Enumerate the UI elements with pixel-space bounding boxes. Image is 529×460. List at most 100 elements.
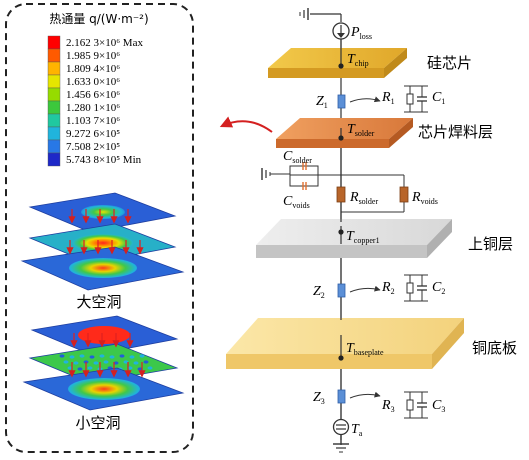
node-tsolder [338, 135, 344, 141]
large-void-stack [20, 192, 185, 291]
void-dot [133, 361, 139, 365]
legend-value: 9.272 6×10⁵ [66, 128, 120, 140]
ambient-source: Ta [332, 418, 363, 453]
legend-value: 1.103 7×10⁶ [66, 115, 120, 127]
legend-swatch [47, 61, 61, 76]
rsolder-resistor [336, 186, 346, 203]
z3-label: Z3 [313, 390, 325, 406]
z1-block: Z1 R1 C1 [316, 85, 445, 113]
void-dot [99, 354, 105, 358]
copper-layer [256, 219, 452, 258]
tchip-label: Tchip [347, 52, 369, 68]
small-bottom-hotspot [68, 378, 140, 400]
baseplate-layer-label: 铜底板 [472, 339, 517, 357]
void-dot [113, 361, 119, 365]
z2-label: Z2 [313, 284, 325, 300]
node-tchip [338, 63, 344, 69]
curved-arrow-to-results [219, 116, 273, 133]
r1-label: R1 [381, 90, 395, 106]
void-dot [73, 361, 79, 365]
large-top-hotspot [81, 205, 125, 219]
baseplate-layer [226, 318, 464, 369]
legend-value: 7.508 2×10⁵ [66, 141, 120, 153]
chip-layer-label: 硅芯片 [427, 54, 472, 72]
ambient-source-icon [332, 418, 350, 436]
chip-layer [268, 48, 407, 78]
node-tbase [338, 355, 344, 361]
legend-swatch [47, 139, 61, 154]
solder-network: Csolder Cvoids Rsolder Rvoids [261, 148, 438, 222]
large-mid-hotspot [73, 234, 133, 252]
void-dot [139, 354, 145, 358]
legend-swatch [47, 87, 61, 102]
large-void-label: 大空洞 [76, 293, 121, 311]
legend-title: 热通量 q/(W·m⁻²) [49, 12, 148, 26]
legend-value: 1.280 1×10⁶ [66, 102, 120, 114]
small-top-hotspot [78, 326, 130, 344]
legend-value: 1.985 9×10⁶ [66, 50, 120, 62]
solder-layer [276, 118, 413, 148]
copper-layer-label: 上铜层 [468, 235, 513, 253]
small-void-dots [59, 354, 153, 371]
void-dot [103, 360, 109, 364]
void-dot [129, 355, 135, 359]
z1-label: Z1 [316, 94, 328, 110]
r3-label: R3 [381, 398, 395, 414]
void-dot [147, 366, 153, 370]
legend-swatch [47, 152, 61, 167]
legend-swatch [47, 74, 61, 89]
cvoids-label: Cvoids [283, 194, 310, 210]
legend-value: 1.456 6×10⁶ [66, 89, 120, 101]
void-dot [119, 354, 125, 358]
void-dot [143, 360, 149, 364]
void-dot [109, 355, 115, 359]
ploss-label: Ploss [350, 25, 372, 41]
r2-resistor [406, 282, 414, 294]
void-dot [89, 355, 95, 359]
small-void-stack [22, 315, 185, 411]
node-tcopper [338, 229, 344, 235]
void-dot [79, 354, 85, 358]
void-dot [127, 366, 133, 370]
legend-value: 1.809 4×10⁶ [66, 63, 120, 75]
legend-swatch [47, 48, 61, 63]
c1-label: C1 [432, 90, 445, 106]
void-dot [69, 355, 75, 359]
void-dot [87, 366, 93, 370]
void-dot [137, 367, 143, 371]
c2-label: C2 [432, 280, 445, 296]
void-dot [123, 360, 129, 364]
rsolder-label: Rsolder [349, 190, 378, 206]
tbase-label: Tbaseplate [346, 341, 384, 357]
solder-layer-label: 芯片焊料层 [418, 123, 493, 141]
tcopper-label: Tcopper1 [346, 229, 380, 245]
tsolder-label: Tsolder [347, 122, 375, 138]
power-source [299, 8, 350, 40]
rvoids-resistor [399, 186, 409, 203]
z2-block: Z2 R2 C2 [313, 258, 445, 320]
legend-value: 5.743 8×10⁵ Min [66, 154, 142, 166]
legend-value: 1.633 0×10⁶ [66, 76, 120, 88]
legend-swatch [47, 126, 61, 141]
c3-label: C3 [432, 398, 445, 414]
result-panel-border [5, 3, 194, 453]
r3-resistor [406, 399, 414, 411]
csolder-label: Csolder [283, 149, 312, 165]
void-dot [77, 367, 83, 371]
legend-swatch [47, 113, 61, 128]
void-dot [93, 361, 99, 365]
legend-value: 2.162 3×10⁶ Max [66, 37, 143, 49]
r2-label: R2 [381, 280, 395, 296]
r1-resistor [406, 93, 414, 105]
legend-swatch [47, 100, 61, 115]
void-dot [59, 354, 65, 358]
large-bottom-hotspot [69, 258, 137, 278]
legend-swatch [47, 35, 61, 50]
void-dot [67, 366, 73, 370]
rvoids-label: Rvoids [411, 190, 438, 206]
small-void-label: 小空洞 [75, 414, 120, 432]
ta-label: Ta [351, 422, 363, 438]
void-dot [63, 360, 69, 364]
